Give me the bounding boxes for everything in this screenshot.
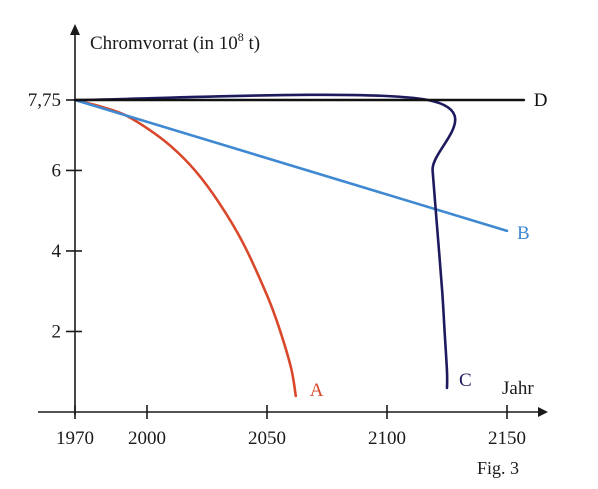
y-axis-arrow (70, 24, 80, 35)
x-tick-label-2150: 2150 (488, 428, 526, 449)
x-tick-label-1970: 1970 (56, 428, 94, 449)
x-tick-label-2000: 2000 (128, 428, 166, 449)
x-axis-label: Jahr (502, 378, 534, 399)
x-ticks: 1970 2000 2050 2100 2150 (56, 405, 526, 449)
y-ticks: 2 4 6 7,75 (28, 90, 82, 342)
figure-label: Fig. 3 (477, 458, 519, 478)
y-axis-label-main: Chromvorrat (in 10 (90, 33, 238, 54)
series-label-a: A (310, 380, 324, 401)
y-axis-label: Chromvorrat (in 108 t) (90, 30, 260, 54)
series-line-c (73, 93, 457, 390)
x-axis-arrow (538, 407, 548, 417)
y-tick-label-7-75: 7,75 (28, 90, 61, 111)
y-tick-label-2: 2 (52, 321, 62, 342)
x-tick-label-2050: 2050 (248, 428, 286, 449)
x-tick-label-2100: 2100 (368, 428, 406, 449)
y-tick-label-6: 6 (52, 160, 62, 181)
series-label-c: C (459, 370, 472, 391)
y-tick-label-4: 4 (52, 241, 62, 262)
y-axis-label-exponent: 8 (238, 30, 244, 44)
series-line-b (73, 98, 509, 233)
series-group: A B C D (73, 90, 548, 401)
series-label-b: B (517, 223, 530, 244)
series-line-a (73, 98, 298, 398)
y-axis-label-tail: t) (244, 33, 260, 54)
series-label-d: D (534, 90, 548, 111)
